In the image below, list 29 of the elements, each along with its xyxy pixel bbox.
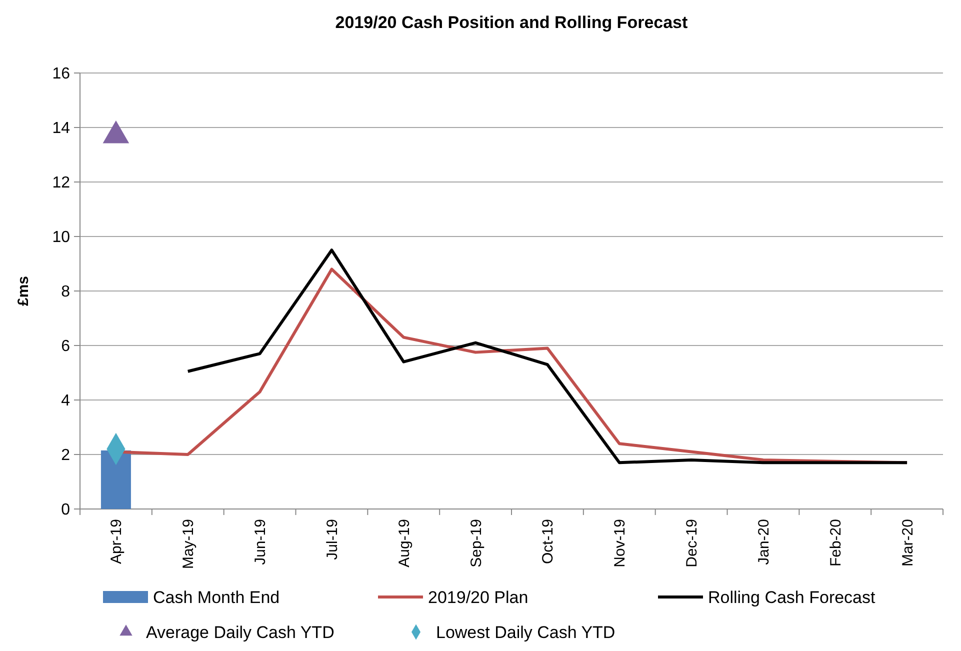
y-tick-label: 14 (52, 120, 70, 138)
y-tick-label: 2 (61, 447, 70, 464)
x-tick-label: Aug-19 (396, 519, 413, 568)
x-tick-label: Jun-19 (252, 519, 270, 565)
legend-label: Rolling Cash Forecast (708, 588, 876, 607)
x-tick-label: Feb-20 (827, 519, 844, 567)
y-tick-label: 0 (61, 502, 70, 519)
x-tick-label: Nov-19 (612, 519, 629, 568)
y-tick-label: 4 (61, 392, 70, 410)
legend-label: 2019/20 Plan (428, 588, 528, 607)
y-tick-label: 12 (52, 174, 70, 192)
x-tick-label: Mar-20 (899, 519, 916, 567)
x-tick-label: Jan-20 (755, 519, 772, 565)
x-tick-label: Apr-19 (108, 519, 126, 564)
x-tick-label: Sep-19 (468, 519, 485, 568)
line-series (186, 248, 909, 464)
x-tick-label: Jul-19 (324, 519, 341, 560)
x-tick-label: Dec-19 (684, 519, 701, 568)
legend-label: Lowest Daily Cash YTD (436, 622, 616, 642)
y-axis-title: £ms (15, 276, 32, 306)
y-tick-label: 6 (61, 338, 70, 356)
y-tick-label: 8 (61, 284, 70, 301)
x-tick-label: May-19 (180, 519, 198, 570)
y-tick-label: 16 (52, 66, 70, 83)
y-tick-label: 10 (52, 229, 70, 246)
x-tick-label: Oct-19 (540, 519, 557, 564)
legend-label: Cash Month End (153, 588, 280, 607)
chart-title: 2019/20 Cash Position and Rolling Forecast (335, 13, 688, 32)
legend-label: Average Daily Cash YTD (146, 622, 334, 642)
